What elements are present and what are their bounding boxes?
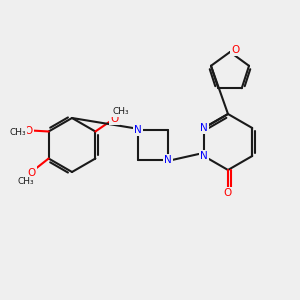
Text: CH₃: CH₃ [9, 128, 26, 137]
Text: CH₃: CH₃ [112, 107, 129, 116]
Text: O: O [231, 45, 239, 55]
Text: N: N [200, 123, 208, 133]
Text: CH₃: CH₃ [17, 177, 34, 186]
Text: O: O [224, 188, 232, 198]
Text: O: O [28, 167, 36, 178]
Text: O: O [110, 113, 118, 124]
Text: O: O [25, 125, 33, 136]
Text: N: N [134, 125, 142, 135]
Text: N: N [164, 155, 172, 165]
Text: N: N [200, 151, 208, 161]
